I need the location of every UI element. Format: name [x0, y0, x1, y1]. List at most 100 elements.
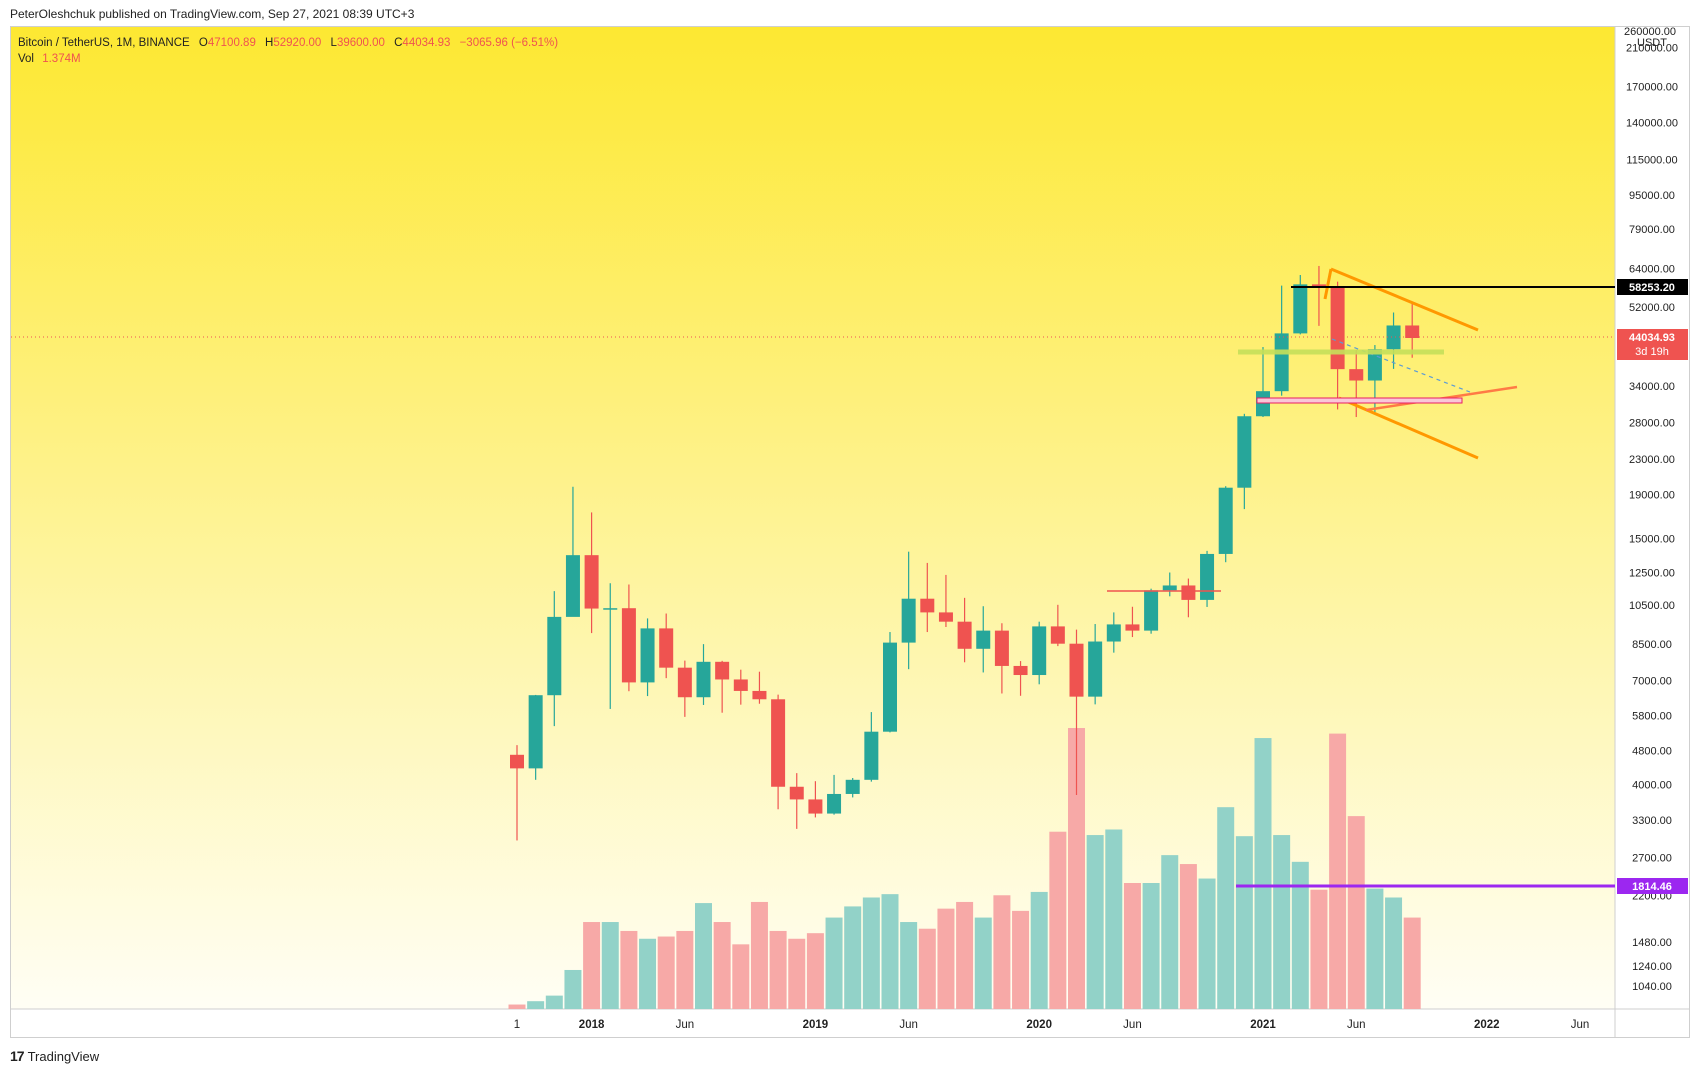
- volume-bar-2018-01: [583, 922, 601, 1009]
- candle-body-2018-02: [603, 608, 618, 610]
- candle-body-2020-05: [1106, 624, 1121, 642]
- tradingview-brand: TradingView: [27, 1048, 100, 1064]
- volume-bar-2019-01: [806, 933, 824, 1009]
- volume-bar-2020-04: [1086, 835, 1104, 1009]
- time-tick-label: 2022: [1474, 1019, 1500, 1031]
- candle-body-2018-05: [659, 628, 674, 668]
- price-tick-label: 1040.00: [1632, 981, 1672, 993]
- candle-body-2018-03: [621, 608, 636, 683]
- change-value: −3065.96 (−6.51%): [460, 37, 559, 49]
- candle-body-2020-12: [1237, 416, 1252, 488]
- axis-badges: 58253.20 44034.93 3d 19h 1814.46: [1617, 279, 1688, 894]
- tradingview-logo[interactable]: 17 TradingView: [10, 1048, 99, 1064]
- plot-background: [11, 27, 1615, 1009]
- candle-body-2019-12: [1013, 665, 1028, 676]
- price-tick-label: 3300.00: [1632, 815, 1672, 827]
- close-value: 44034.93: [402, 37, 450, 49]
- price-tick-label: 28000.00: [1629, 417, 1675, 429]
- volume-bar-2018-05: [657, 936, 675, 1009]
- drawings: [11, 267, 1615, 888]
- candle-body-2021-03: [1293, 284, 1308, 334]
- time-tick-label: Jun: [899, 1019, 918, 1031]
- volume-bar-2019-11: [993, 895, 1011, 1009]
- level-badge-bg: [1617, 279, 1688, 295]
- volume-bar-2020-12: [1235, 836, 1253, 1009]
- volume-bar-2019-09: [956, 901, 974, 1009]
- volume-legend[interactable]: Vol 1.374M: [18, 53, 81, 65]
- candle-body-2021-02: [1274, 333, 1289, 392]
- candle-body-2020-08: [1162, 585, 1177, 591]
- candle-body-2018-01: [584, 555, 599, 609]
- volume-bar-2019-08: [937, 908, 955, 1009]
- volume-bar-2019-02: [825, 917, 843, 1009]
- candle-body-2019-04: [864, 731, 879, 780]
- price-tick-label: 140000.00: [1626, 118, 1678, 130]
- price-tick-label: 7000.00: [1632, 675, 1672, 687]
- symbol-legend[interactable]: Bitcoin / TetherUS, 1M, BINANCE O47100.8…: [18, 37, 558, 49]
- candle-body-2021-09: [1405, 325, 1420, 338]
- price-tick-label: 95000.00: [1629, 190, 1675, 202]
- close-label: C: [394, 37, 402, 49]
- volume-bar-2018-06: [676, 930, 694, 1009]
- volume-bar-2020-05: [1105, 829, 1123, 1009]
- price-tick-label: 8500.00: [1632, 639, 1672, 651]
- price-tick-label: 34000.00: [1629, 381, 1675, 393]
- volume-bar-2018-09: [732, 944, 750, 1009]
- volume-bar-2019-06: [900, 922, 918, 1009]
- price-tick-label: 10500.00: [1629, 600, 1675, 612]
- volume-bar-2019-03: [844, 906, 862, 1009]
- price-tick-label: 15000.00: [1629, 533, 1675, 545]
- candle-body-2019-07: [920, 598, 935, 613]
- volume-bar-2020-06: [1123, 883, 1141, 1009]
- candle-body-2018-08: [715, 661, 730, 680]
- volume-level-badge: 1814.46: [1632, 881, 1672, 893]
- volume-bar-2018-08: [713, 922, 731, 1009]
- candle-body-2021-01: [1256, 391, 1270, 417]
- volume-bar-2018-03: [620, 930, 638, 1009]
- candle-body-2020-03: [1069, 643, 1084, 697]
- volume-bars: [508, 728, 1421, 1009]
- volume-bar-2021-06: [1347, 816, 1365, 1009]
- time-tick-label: 2020: [1026, 1019, 1052, 1031]
- price-tick-label: 52000.00: [1629, 302, 1675, 314]
- volume-bar-2018-07: [695, 903, 712, 1009]
- price-tick-label: 64000.00: [1629, 263, 1675, 275]
- time-axis[interactable]: 1 2018 Jun 2019 Jun 2020 Jun 2021 Jun 2022 Jun: [514, 1019, 1590, 1031]
- candle-body-2021-06: [1349, 369, 1364, 381]
- volume-bar-2021-04: [1310, 889, 1328, 1009]
- volume-level-badge-bg: [1617, 878, 1688, 894]
- volume-bar-2017-10: [527, 1001, 545, 1009]
- price-tick-label: 115000.00: [1626, 154, 1677, 166]
- volume-bar-2020-09: [1179, 864, 1197, 1009]
- volume-bar-2021-02: [1273, 835, 1291, 1009]
- volume-bar-2018-12: [788, 938, 806, 1009]
- candle-body-2019-10: [976, 630, 991, 649]
- volume-bar-2018-02: [601, 922, 619, 1009]
- candle-body-2020-11: [1218, 487, 1233, 554]
- volume-bar-2020-01: [1030, 891, 1048, 1009]
- candle-body-2019-05: [883, 642, 897, 732]
- volume-bar-2018-10: [750, 901, 768, 1009]
- candle-body-2018-10: [752, 690, 767, 700]
- volume-bar-2020-02: [1049, 831, 1067, 1009]
- price-tick-label: 4000.00: [1632, 779, 1672, 791]
- candle-body-2018-06: [677, 667, 692, 698]
- candle-body-2020-04: [1088, 641, 1103, 697]
- candle-body-2020-07: [1144, 590, 1159, 631]
- volume-bar-2017-09: [508, 1004, 526, 1009]
- volume-bar-2020-11: [1217, 807, 1235, 1009]
- support-zone-box: [1256, 397, 1463, 404]
- price-axis[interactable]: 260000.00 USDT 210000.00 170000.00 140000.…: [1624, 26, 1678, 993]
- candle-body-2019-08: [938, 612, 953, 622]
- chart-frame[interactable]: [10, 26, 1690, 1038]
- price-tick-label: 2700.00: [1632, 853, 1672, 865]
- candle-body-2020-10: [1200, 553, 1215, 600]
- symbol-name: Bitcoin / TetherUS, 1M, BINANCE: [18, 37, 190, 49]
- price-tick-label: 4800.00: [1632, 745, 1672, 757]
- dashed-projection-line: [1331, 338, 1471, 393]
- current-price-badge: 44034.93: [1629, 332, 1675, 344]
- volume-bar-2019-12: [1012, 910, 1030, 1009]
- currency-label: USDT: [1637, 37, 1667, 49]
- volume-bar-2020-07: [1142, 883, 1160, 1009]
